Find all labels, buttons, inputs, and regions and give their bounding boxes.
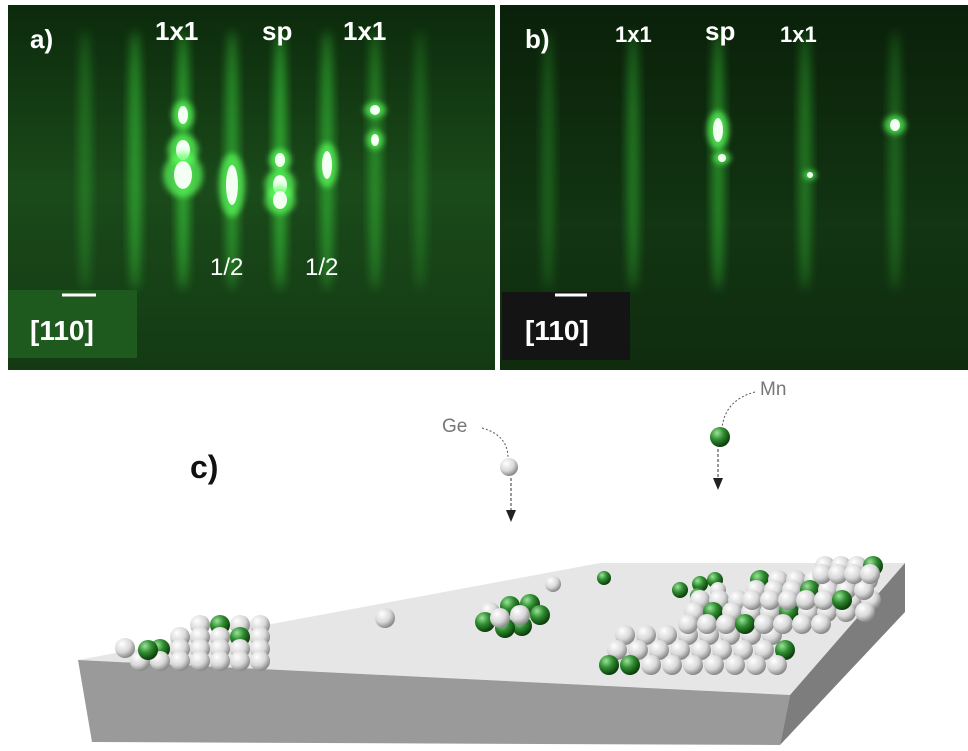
ge-atom	[811, 614, 831, 634]
spot	[807, 172, 813, 178]
ge-atom	[716, 614, 736, 634]
streak-label: 1x1	[780, 22, 817, 47]
ge-atom	[490, 608, 510, 628]
streak	[799, 30, 811, 290]
spot	[275, 153, 285, 167]
ge-atom	[754, 614, 774, 634]
mn-atom	[597, 571, 611, 585]
ge-atom	[697, 614, 717, 634]
spot	[273, 191, 287, 209]
ge-atom	[641, 655, 661, 675]
ge-atom	[683, 655, 703, 675]
streak	[627, 30, 639, 290]
ge-atom	[190, 651, 210, 671]
mn-atom	[599, 655, 619, 675]
ge-atom	[778, 590, 798, 610]
ge-atom	[725, 655, 745, 675]
spot	[890, 119, 900, 131]
mn-atom	[530, 605, 550, 625]
ge-atom	[115, 638, 135, 658]
panel-label: c)	[190, 449, 218, 485]
ge-atom	[510, 605, 530, 625]
ge-atom	[773, 614, 793, 634]
streak-label: 1x1	[615, 22, 652, 47]
ge-atom	[742, 590, 762, 610]
spot	[371, 134, 379, 146]
mn-atom	[620, 655, 640, 675]
ge-atom	[545, 576, 561, 592]
ge-atom	[767, 655, 787, 675]
streak	[369, 30, 381, 290]
spot	[226, 165, 238, 205]
mn-atom	[672, 582, 688, 598]
mn-atom	[735, 614, 755, 634]
ge-atom	[210, 651, 230, 671]
mn-atom	[832, 590, 852, 610]
ge-atom	[855, 602, 875, 622]
ge-atom	[375, 608, 395, 628]
ge-atom	[760, 590, 780, 610]
streak	[414, 30, 426, 290]
ge-atom	[662, 655, 682, 675]
ge-atom	[170, 651, 190, 671]
direction-label: [110]	[525, 315, 589, 346]
streak	[129, 30, 141, 290]
fraction-label: 1/2	[210, 254, 243, 281]
spot	[713, 118, 723, 142]
spot	[718, 154, 726, 162]
streak-label: sp	[705, 16, 735, 46]
ge-atom	[814, 590, 834, 610]
ge-atom	[230, 651, 250, 671]
mn-atom	[710, 427, 730, 447]
streak-label: 1x1	[343, 16, 386, 46]
spot	[178, 106, 188, 124]
streak-label: sp	[262, 16, 292, 46]
ge-atom	[704, 655, 724, 675]
streak-label: 1x1	[155, 16, 198, 46]
atom-label: Ge	[442, 416, 467, 437]
mn-atom	[138, 640, 158, 660]
atom-label: Mn	[760, 379, 786, 400]
ge-atom	[860, 564, 880, 584]
streak	[889, 30, 901, 290]
panel-label: b)	[525, 24, 550, 54]
spot	[370, 105, 380, 115]
panel-label: a)	[30, 24, 53, 54]
trajectory	[482, 428, 508, 458]
ge-atom	[250, 651, 270, 671]
figure: a) 1x1 sp 1x1 1/2 1/2 [110] b) 1x1 sp 1x…	[0, 0, 968, 751]
fraction-label: 1/2	[305, 254, 338, 281]
trajectory	[722, 392, 755, 428]
direction-label: [110]	[30, 315, 94, 346]
spot	[322, 151, 332, 179]
streak	[79, 30, 91, 290]
ge-atom	[500, 458, 518, 476]
ge-atom	[792, 614, 812, 634]
ge-atom	[678, 614, 698, 634]
spot	[174, 161, 192, 189]
arrow-head	[506, 510, 516, 522]
ge-atom	[796, 590, 816, 610]
arrow-head	[713, 478, 723, 490]
ge-atom	[746, 655, 766, 675]
streak	[542, 30, 554, 290]
